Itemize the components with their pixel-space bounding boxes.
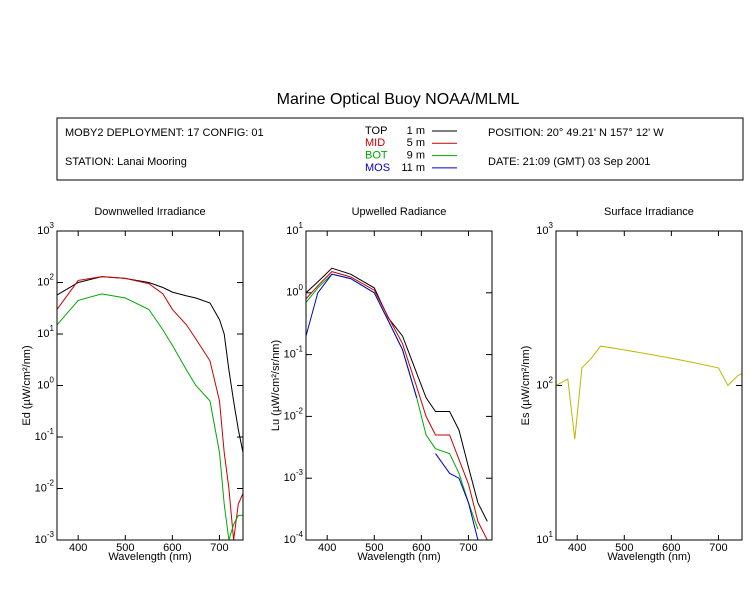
station: STATION: Lanai Mooring [65,156,187,168]
legend-name: MOS [365,162,390,174]
series-line [555,345,743,440]
y-tick-label: 103 [536,221,553,237]
y-tick-label: 100 [37,376,54,392]
x-tick-label: 600 [662,542,680,554]
y-tick-label: 103 [37,221,54,237]
deployment: MOBY2 DEPLOYMENT: 17 CONFIG: 01 [65,127,264,139]
y-tick-label: 10-3 [284,468,304,484]
legend-depth: 1 m [407,125,425,137]
x-tick-label: 600 [163,542,181,554]
legend-name: BOT [365,150,388,162]
legend-depth: 5 m [407,137,425,149]
panel-title: Surface Irradiance [604,206,694,218]
series-line [305,273,479,541]
info-box [56,117,744,181]
x-tick-label: 700 [709,542,727,554]
y-tick-label: 101 [286,221,303,237]
y-tick-label: 10-2 [284,407,304,423]
plot-frame [555,230,743,541]
y-tick-label: 10-1 [284,345,304,361]
x-axis-label: Wavelength (nm) [108,551,191,563]
series-line [305,267,488,522]
x-tick-label: 500 [615,542,633,554]
panel-title: Downwelled Irradiance [94,206,205,218]
y-tick-label: 10-2 [35,479,55,495]
x-axis-label: Wavelength (nm) [357,551,440,563]
y-tick-label: 10-3 [35,530,55,546]
y-axis-label: Lu (µW/cm²/sr/nm) [270,340,282,431]
legend-depth: 11 m [401,162,425,174]
x-tick-label: 700 [459,542,477,554]
x-tick-label: 500 [365,542,383,554]
plot-frame [56,230,244,541]
series-line [56,293,243,541]
panel-title: Upwelled Radiance [352,206,447,218]
y-axis-label: Es (µW/cm²/nm) [520,346,532,426]
x-tick-label: 400 [69,542,87,554]
legend-name: TOP [365,125,387,137]
date: DATE: 21:09 (GMT) 03 Sep 2001 [488,156,650,168]
x-tick-label: 700 [210,542,228,554]
y-tick-label: 101 [37,324,54,340]
y-tick-label: 10-4 [284,530,304,546]
y-tick-label: 100 [286,283,303,299]
series-line [56,276,244,541]
x-tick-label: 400 [568,542,586,554]
series-line [305,273,479,530]
page-title: Marine Optical Buoy NOAA/MLML [277,91,520,108]
x-tick-label: 600 [412,542,430,554]
y-tick-label: 10-1 [35,427,55,443]
x-tick-label: 400 [318,542,336,554]
y-axis-label: Ed (µW/cm²/nm) [21,345,33,425]
series-line [305,271,488,541]
plot-frame [305,230,493,541]
legend-depth: 9 m [407,150,425,162]
y-tick-label: 102 [536,376,553,392]
y-tick-label: 101 [536,530,553,546]
y-tick-label: 102 [37,273,54,289]
x-axis-label: Wavelength (nm) [607,551,690,563]
x-tick-label: 500 [116,542,134,554]
position: POSITION: 20° 49.21' N 157° 12' W [488,127,664,139]
legend-name: MID [365,137,385,149]
